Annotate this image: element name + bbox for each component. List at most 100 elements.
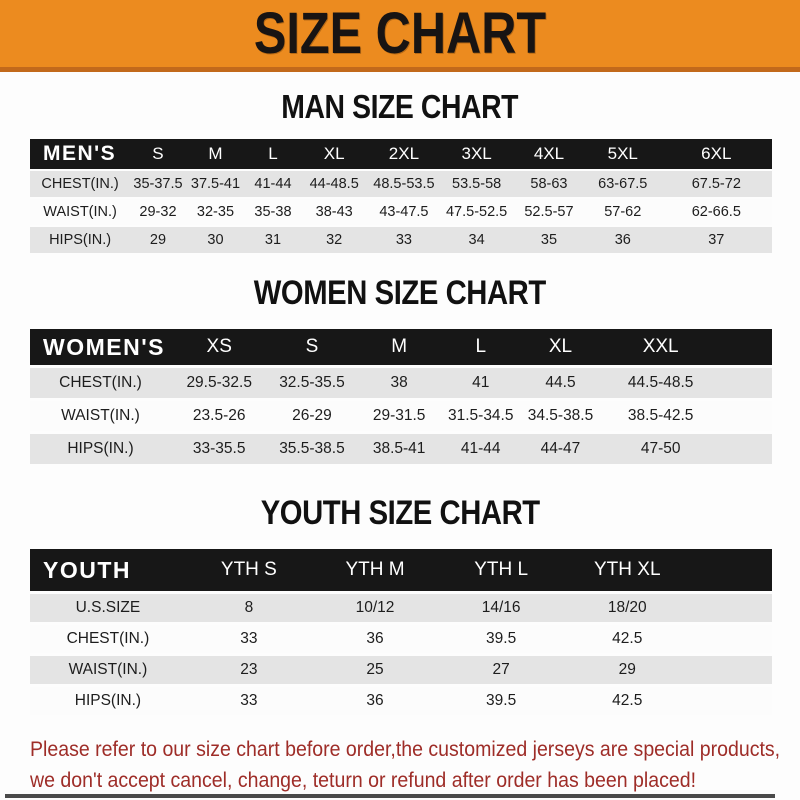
section-women: WOMEN SIZE CHART WOMEN'S XS S M L XL XXL CHEST(I… [0,274,800,467]
column-header: XL [300,139,368,169]
column-header-blank [690,549,772,591]
column-header: 5XL [584,139,661,169]
size-value-cell: 39.5 [438,625,565,653]
women-size-table: WOMEN'S XS S M L XL XXL CHEST(IN.) 29.5-32.5 32.5… [30,326,772,467]
size-value-cell: 36 [584,227,661,253]
section-heading-women: WOMEN SIZE CHART [0,274,800,312]
row-label: CHEST(IN.) [30,171,131,197]
section-heading-text: YOUTH SIZE CHART [260,494,540,532]
footer-line-2: we don't accept cancel, change, teturn o… [30,765,800,796]
size-value-cell: 42.5 [564,687,691,715]
section-heading-text: WOMEN SIZE CHART [253,274,546,312]
size-value-cell: 38.5-42.5 [601,401,721,431]
footer-line-1-text: Please refer to our size chart before or… [30,738,781,761]
column-header: 3XL [440,139,513,169]
banner-bottom-strip [0,67,800,72]
column-header: YTH S [185,549,312,591]
size-value-cell-blank [690,687,772,715]
size-value-cell: 33 [185,687,312,715]
column-header: YTH XL [564,549,691,591]
column-header: M [356,329,442,365]
footer-line-1: Please refer to our size chart before or… [30,734,800,765]
size-value-cell: 63-67.5 [584,171,661,197]
size-value-cell: 44-48.5 [300,171,368,197]
table-row: HIPS(IN.) 29 30 31 32 33 34 35 36 37 [30,227,772,253]
size-value-cell: 41-44 [441,434,520,464]
size-value-cell: 41-44 [245,171,301,197]
sections-container: MAN SIZE CHART MEN'S S M L XL 2XL 3XL 4XL 5XL 6XL C… [0,88,800,718]
size-value-cell: 10/12 [311,594,439,622]
row-label: WAIST(IN.) [30,199,131,225]
size-value-cell: 32 [300,227,368,253]
size-value-cell-blank [720,434,772,464]
footer-note: Please refer to our size chart before or… [30,734,800,796]
table-row: U.S.SIZE 8 10/12 14/16 18/20 [30,594,772,622]
table-header-row: MEN'S S M L XL 2XL 3XL 4XL 5XL 6XL [30,139,772,169]
column-header: S [130,139,186,169]
size-value-cell: 33 [367,227,441,253]
size-value-cell: 29.5-32.5 [170,368,268,398]
size-value-cell: 39.5 [438,687,565,715]
size-value-cell: 38-43 [300,199,368,225]
youth-size-table: YOUTH YTH S YTH M YTH L YTH XL U.S.SIZE 8 10/12… [30,546,772,718]
table-corner-label: YOUTH [30,549,186,591]
size-value-cell: 33 [185,625,312,653]
footer-line-2-text: we don't accept cancel, change, teturn o… [30,769,697,792]
size-value-cell: 34 [440,227,513,253]
size-value-cell: 44-47 [519,434,602,464]
column-header: L [441,329,520,365]
size-value-cell-blank [690,594,772,622]
table-row: CHEST(IN.) 33 36 39.5 42.5 [30,625,772,653]
size-value-cell-blank [690,625,772,653]
size-value-cell: 38.5-41 [356,434,442,464]
size-value-cell: 25 [311,656,439,684]
size-value-cell: 14/16 [438,594,565,622]
table-row: HIPS(IN.) 33 36 39.5 42.5 [30,687,772,715]
column-header: YTH L [438,549,565,591]
column-header-blank [720,329,772,365]
size-value-cell: 44.5-48.5 [601,368,721,398]
row-label: U.S.SIZE [30,594,186,622]
size-value-cell-blank [690,656,772,684]
size-value-cell: 23.5-26 [170,401,268,431]
size-value-cell: 57-62 [584,199,661,225]
size-value-cell: 48.5-53.5 [367,171,441,197]
men-size-table: MEN'S S M L XL 2XL 3XL 4XL 5XL 6XL CHEST(IN.) 35-37… [30,137,772,255]
size-value-cell: 29 [130,227,186,253]
section-heading-text: MAN SIZE CHART [281,88,519,125]
column-header: M [185,139,246,169]
size-value-cell: 35.5-38.5 [267,434,357,464]
size-value-cell: 34.5-38.5 [519,401,602,431]
column-header: YTH M [311,549,439,591]
section-heading-youth: YOUTH SIZE CHART [0,494,800,532]
size-value-cell: 32-35 [185,199,246,225]
size-value-cell: 47-50 [601,434,721,464]
column-header: XS [170,329,268,365]
table-header-row: WOMEN'S XS S M L XL XXL [30,329,772,365]
size-value-cell: 37 [660,227,772,253]
table-corner-label: WOMEN'S [30,329,171,365]
size-value-cell: 29 [564,656,691,684]
size-value-cell: 62-66.5 [660,199,772,225]
size-value-cell: 35 [512,227,585,253]
column-header: L [245,139,301,169]
table-corner-label: MEN'S [30,139,131,169]
table-row: WAIST(IN.) 23 25 27 29 [30,656,772,684]
section-heading-men: MAN SIZE CHART [0,88,800,126]
table-row: CHEST(IN.) 35-37.5 37.5-41 41-44 44-48.5 48.5… [30,171,772,197]
size-value-cell: 37.5-41 [185,171,246,197]
size-value-cell: 41 [441,368,520,398]
size-value-cell: 31 [245,227,301,253]
size-value-cell: 27 [438,656,565,684]
size-value-cell: 58-63 [512,171,585,197]
size-value-cell: 35-38 [245,199,301,225]
section-youth: YOUTH SIZE CHART YOUTH YTH S YTH M YTH L YTH … [0,494,800,718]
table-row: WAIST(IN.) 23.5-26 26-29 29-31.5 31.5-34.5 34… [30,401,772,431]
row-label: WAIST(IN.) [30,656,186,684]
size-value-cell-blank [720,401,772,431]
size-value-cell: 23 [185,656,312,684]
row-label: HIPS(IN.) [30,687,186,715]
row-label: CHEST(IN.) [30,368,171,398]
size-value-cell: 42.5 [564,625,691,653]
table-row: HIPS(IN.) 33-35.5 35.5-38.5 38.5-41 41-44 44-… [30,434,772,464]
